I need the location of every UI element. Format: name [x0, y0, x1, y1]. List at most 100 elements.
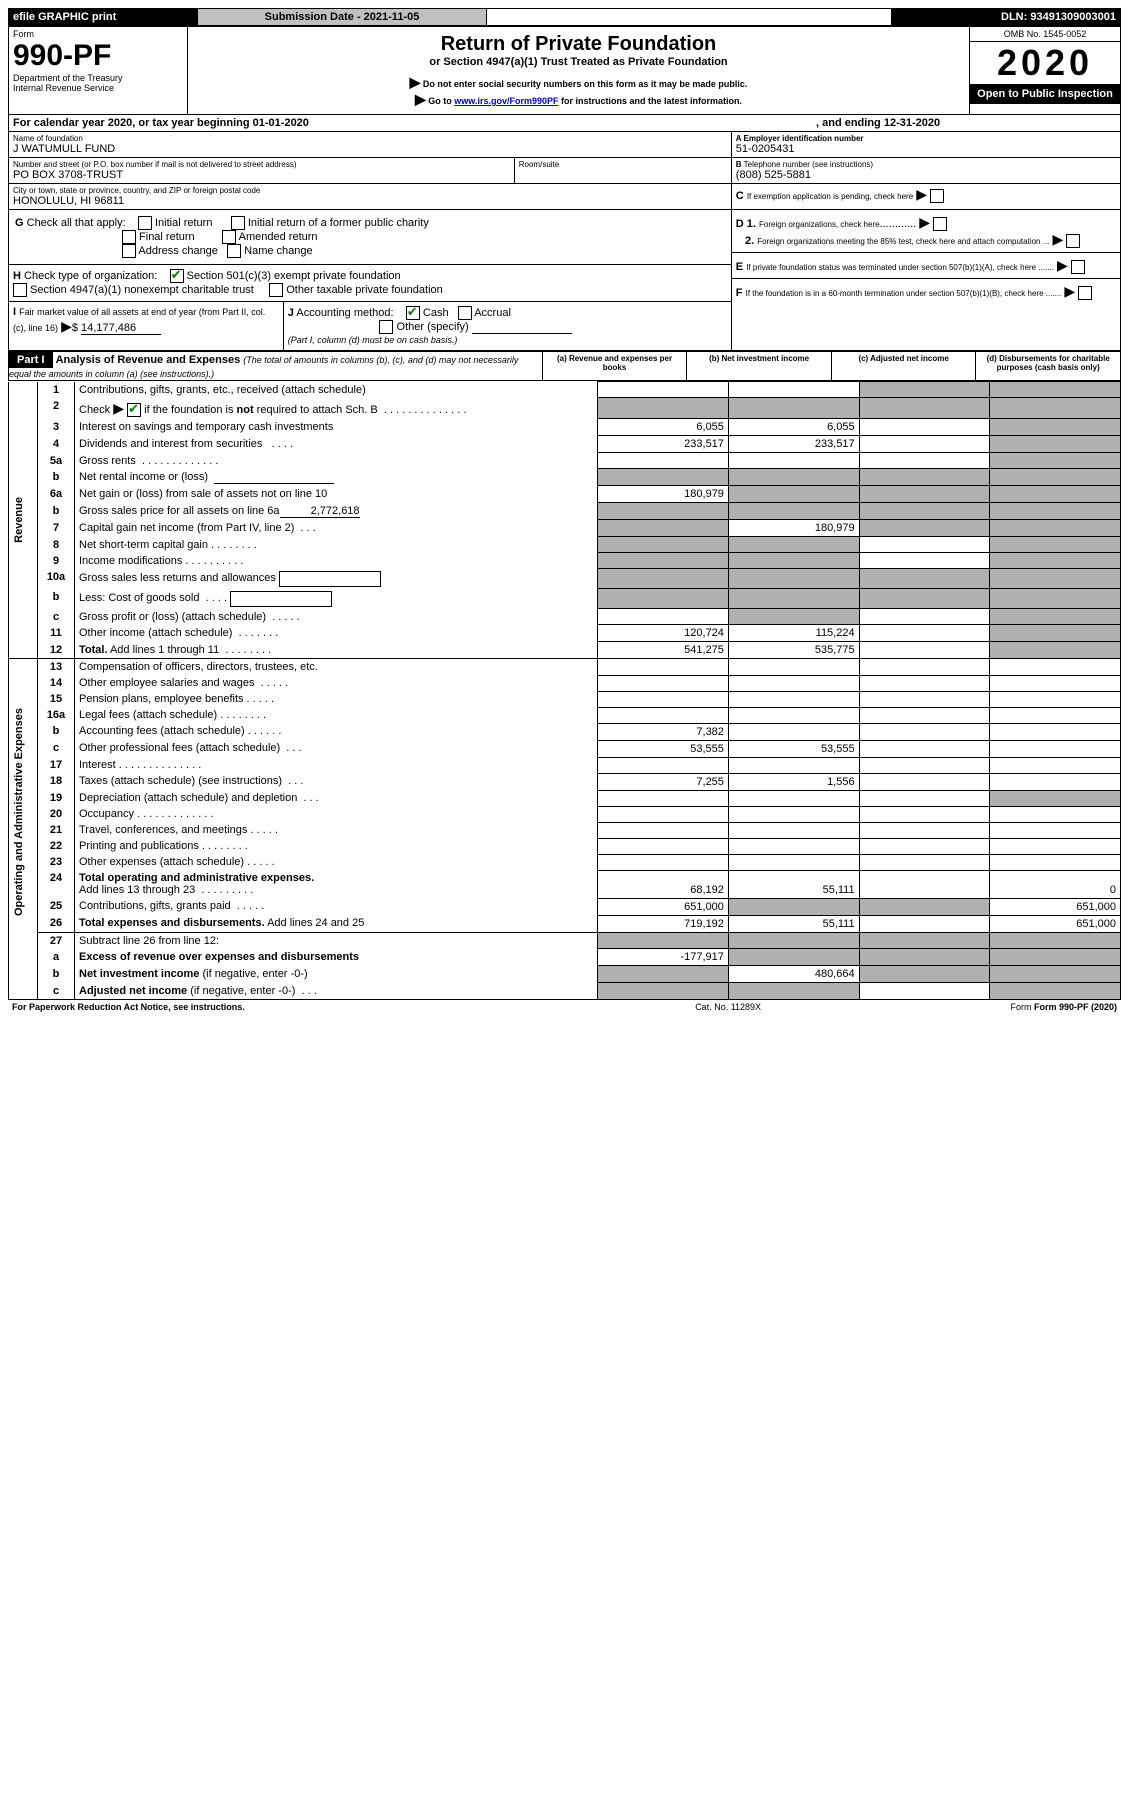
d2-text: Foreign organizations meeting the 85% te… — [757, 237, 1049, 246]
line24-text: Total operating and administrative expen… — [79, 872, 314, 884]
d1-label: D 1. — [736, 218, 756, 230]
f-checkbox[interactable] — [1078, 286, 1092, 300]
amended-return-label: Amended return — [239, 231, 318, 243]
box-h: H Check type of organization: Section 50… — [9, 265, 731, 302]
501c3-label: Section 501(c)(3) exempt private foundat… — [187, 270, 401, 282]
l24d: 0 — [990, 870, 1121, 898]
e-text: If private foundation status was termina… — [746, 263, 1054, 272]
tax-year: 2020 — [970, 42, 1120, 84]
header-note2-pre: Go to — [428, 96, 454, 106]
form-instructions-link[interactable]: www.irs.gov/Form990PF — [454, 96, 558, 106]
line6b-text: Gross sales price for all assets on line… — [79, 505, 280, 517]
other-method-label: Other (specify) — [397, 321, 469, 333]
d1-checkbox[interactable] — [933, 217, 947, 231]
line2-checkbox[interactable] — [127, 403, 141, 417]
fmv-value: 14,177,486 — [81, 322, 161, 335]
col-d-header: (d) Disbursements for charitable purpose… — [976, 352, 1121, 381]
other-taxable-checkbox[interactable] — [269, 283, 283, 297]
line9-text: Income modifications — [79, 555, 182, 567]
h-text: Check type of organization: — [24, 270, 157, 282]
form-label: Form — [13, 29, 183, 39]
accrual-checkbox[interactable] — [458, 306, 472, 320]
d2-checkbox[interactable] — [1066, 234, 1080, 248]
line10c-text: Gross profit or (loss) (attach schedule) — [79, 611, 266, 623]
l11b: 115,224 — [728, 625, 859, 642]
l24b: 55,111 — [728, 870, 859, 898]
4947a1-label: Section 4947(a)(1) nonexempt charitable … — [30, 284, 254, 296]
part1-title: Analysis of Revenue and Expenses — [56, 354, 241, 366]
phone-value: (808) 525-5881 — [736, 169, 1116, 181]
cash-checkbox[interactable] — [406, 306, 420, 320]
initial-return-checkbox[interactable] — [138, 216, 152, 230]
header-note1: Do not enter social security numbers on … — [423, 79, 748, 89]
paperwork-notice: For Paperwork Reduction Act Notice, see … — [8, 1000, 632, 1014]
inspection-label: Open to Public Inspection — [970, 84, 1120, 104]
l12a: 541,275 — [598, 642, 729, 659]
ein-label: A Employer identification number — [736, 134, 1116, 143]
part1-label: Part I — [9, 352, 53, 368]
4947a1-checkbox[interactable] — [13, 283, 27, 297]
line11-text: Other income (attach schedule) — [79, 627, 232, 639]
other-method-checkbox[interactable] — [379, 320, 393, 334]
addr-change-label: Address change — [138, 245, 218, 257]
name-change-label: Name change — [244, 245, 313, 257]
room-label: Room/suite — [514, 158, 731, 183]
b-text: Telephone number (see instructions) — [744, 160, 873, 169]
l27aa: -177,917 — [598, 949, 729, 966]
l24a: 68,192 — [598, 870, 729, 898]
l18b: 1,556 — [728, 773, 859, 790]
line26-text: Total expenses and disbursements. — [79, 917, 265, 929]
d1-text: Foreign organizations, check here — [759, 220, 880, 229]
final-return-checkbox[interactable] — [122, 230, 136, 244]
l18a: 7,255 — [598, 773, 729, 790]
box-g: G Check all that apply: Initial return I… — [9, 210, 731, 265]
line8-text: Net short-term capital gain — [79, 539, 208, 551]
line12-post: Add lines 1 through 11 — [108, 644, 220, 656]
form-ref: Form Form 990-PF (2020) — [824, 1000, 1121, 1014]
initial-former-checkbox[interactable] — [231, 216, 245, 230]
cash-label: Cash — [423, 307, 449, 319]
form-subtitle: or Section 4947(a)(1) Trust Treated as P… — [194, 56, 963, 68]
c-text: If exemption application is pending, che… — [747, 192, 913, 201]
col-c-header: (c) Adjusted net income — [831, 352, 976, 381]
arrow-icon — [410, 79, 421, 89]
efile-label: efile GRAPHIC print — [9, 9, 198, 26]
l26d: 651,000 — [990, 915, 1121, 932]
e-checkbox[interactable] — [1071, 260, 1085, 274]
line2-end: required to attach Sch. B — [257, 404, 378, 416]
line18-text: Taxes (attach schedule) (see instruction… — [79, 775, 282, 787]
initial-return-label: Initial return — [155, 217, 212, 229]
line7-text: Capital gain net income (from Part IV, l… — [79, 522, 294, 534]
d2-label: 2. — [745, 235, 754, 247]
part1-header: Part I Analysis of Revenue and Expenses … — [8, 351, 1121, 381]
l7b: 180,979 — [728, 520, 859, 537]
line25-text: Contributions, gifts, grants paid — [79, 900, 231, 912]
period-row: For calendar year 2020, or tax year begi… — [8, 115, 1121, 132]
name-change-checkbox[interactable] — [227, 244, 241, 258]
addr-change-checkbox[interactable] — [122, 244, 136, 258]
l26a: 719,192 — [598, 915, 729, 932]
c-checkbox[interactable] — [930, 189, 944, 203]
other-taxable-label: Other taxable private foundation — [286, 284, 443, 296]
arrow-icon — [919, 218, 930, 230]
j-label: J — [288, 307, 294, 319]
line2-post: if the foundation is — [144, 404, 236, 416]
identity-block: Name of foundation J WATUMULL FUND A Emp… — [8, 132, 1121, 210]
i-label: I — [13, 306, 16, 318]
g-text: Check all that apply: — [27, 217, 126, 229]
line27b-text: Net investment income — [79, 968, 199, 980]
col-a-header: (a) Revenue and expenses per books — [542, 352, 687, 381]
period-begin: For calendar year 2020, or tax year begi… — [9, 115, 813, 132]
addr-label: Number and street (or P.O. box number if… — [13, 160, 510, 169]
amended-return-checkbox[interactable] — [222, 230, 236, 244]
line16a-text: Legal fees (attach schedule) — [79, 709, 217, 721]
l26b: 55,111 — [728, 915, 859, 932]
l16ca: 53,555 — [598, 740, 729, 757]
accrual-label: Accrual — [474, 307, 511, 319]
form-number: 990-PF — [13, 39, 183, 73]
cat-no: Cat. No. 11289X — [632, 1000, 824, 1014]
h-label: H — [13, 270, 21, 282]
501c3-checkbox[interactable] — [170, 269, 184, 283]
l25a: 651,000 — [598, 898, 729, 915]
expenses-side-label: Operating and Administrative Expenses — [13, 708, 25, 916]
